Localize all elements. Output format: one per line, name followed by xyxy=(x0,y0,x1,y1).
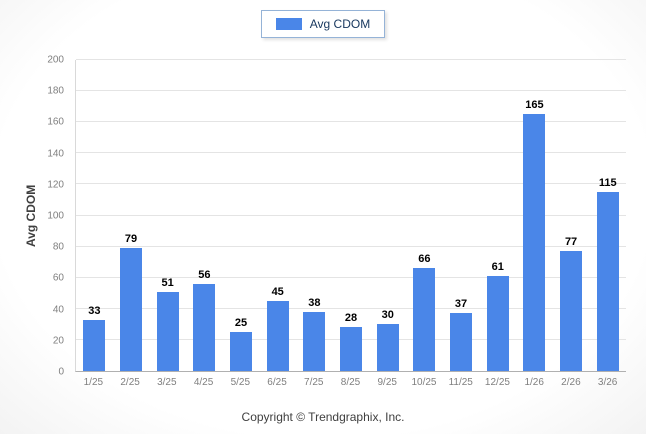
bar-value-label: 51 xyxy=(161,276,174,289)
bar xyxy=(230,332,253,371)
y-tick-label: 20 xyxy=(52,335,64,347)
gridline xyxy=(76,276,626,278)
y-tick-label: 200 xyxy=(47,54,64,66)
bar-value-label: 56 xyxy=(198,268,211,281)
x-tick-label: 5/25 xyxy=(230,377,251,388)
bar-value-label: 66 xyxy=(418,253,431,266)
legend-label: Avg CDOM xyxy=(309,17,371,31)
gridline xyxy=(76,59,626,60)
bar-value-label: 38 xyxy=(308,296,321,309)
y-tick-label: 100 xyxy=(47,210,64,222)
bar-group: 30 xyxy=(369,60,406,371)
gridline xyxy=(76,90,626,92)
x-tick-label: 2/25 xyxy=(120,377,140,388)
bar-group: 79 xyxy=(113,60,150,371)
x-tick-label: 3/25 xyxy=(157,377,177,388)
bar-value-label: 45 xyxy=(271,286,284,299)
bar-group: 165 xyxy=(516,60,553,371)
bar-value-label: 33 xyxy=(88,304,101,317)
bar-value-label: 165 xyxy=(525,99,544,112)
bar-group: 33 xyxy=(76,60,113,371)
y-tick-label: 180 xyxy=(47,85,64,97)
x-tick-label: 8/25 xyxy=(340,377,361,388)
bar xyxy=(193,283,216,371)
bar xyxy=(596,192,619,371)
gridline xyxy=(76,214,626,216)
y-tick-label: 160 xyxy=(47,116,64,128)
gridline xyxy=(76,152,626,154)
bar-group: 56 xyxy=(186,60,223,371)
x-tick-label: 9/25 xyxy=(377,377,397,388)
bar xyxy=(120,248,142,371)
y-axis-ticks: 0 20 40 60 80 100 120 140 160 180 200 xyxy=(40,55,70,378)
x-tick-label: 1/26 xyxy=(524,377,544,388)
bar xyxy=(450,313,473,371)
bar xyxy=(83,319,106,371)
bar-group: 66 xyxy=(406,60,443,371)
x-tick-label: 2/26 xyxy=(561,377,581,388)
bar-group: 115 xyxy=(589,60,626,371)
bar-value-label: 115 xyxy=(598,177,617,190)
bar xyxy=(486,276,509,371)
y-axis-title: Avg CDOM xyxy=(24,184,38,248)
x-tick-label: 11/25 xyxy=(448,377,473,388)
y-tick-label: 60 xyxy=(52,272,64,284)
footer-text: Copyright © Trendgraphix, Inc. xyxy=(241,410,405,424)
y-tick-label: 140 xyxy=(47,148,64,160)
bar-value-label: 37 xyxy=(454,298,468,311)
x-tick-label: 10/25 xyxy=(411,377,437,388)
legend-swatch-icon xyxy=(275,18,302,30)
x-tick-label: 7/25 xyxy=(304,377,324,388)
bar-group: 25 xyxy=(223,60,260,371)
bar xyxy=(376,324,399,371)
gridline xyxy=(76,183,626,185)
bar xyxy=(266,301,289,371)
gridline xyxy=(76,307,626,309)
bar xyxy=(156,291,179,371)
gridline xyxy=(76,121,626,123)
bar-value-label: 77 xyxy=(564,236,578,249)
bar-group: 38 xyxy=(296,60,333,371)
x-tick-label: 6/25 xyxy=(267,377,287,388)
bar-group: 77 xyxy=(553,60,590,371)
bar-group: 51 xyxy=(149,60,186,371)
x-tick-label: 4/25 xyxy=(193,377,214,388)
x-tick-label: 12/25 xyxy=(484,377,510,388)
plot-area: 33 79 51 56 25 45 38 28 30 66 37 61 165 77 115 xyxy=(75,59,626,372)
x-tick-label: 3/26 xyxy=(597,377,618,388)
bar xyxy=(303,311,326,371)
bars: 33 79 51 56 25 45 38 28 30 66 37 61 165 77 115 xyxy=(76,60,626,371)
legend: Avg CDOM xyxy=(0,10,646,38)
bar-group: 28 xyxy=(333,60,370,371)
bar-group: 61 xyxy=(479,60,516,371)
y-tick-label: 0 xyxy=(58,366,64,378)
gridline xyxy=(76,245,626,247)
bar-value-label: 79 xyxy=(124,233,138,246)
x-axis-labels: 1/25 2/25 3/25 4/25 5/25 6/25 7/25 8/25 9/25 10/2… xyxy=(75,377,626,391)
y-tick-label: 40 xyxy=(52,304,64,316)
bar xyxy=(340,327,363,371)
y-tick-label: 120 xyxy=(47,179,64,191)
bar-value-label: 25 xyxy=(234,317,248,330)
bar-group: 45 xyxy=(259,60,296,371)
bar-value-label: 30 xyxy=(381,309,394,322)
bar-group: 37 xyxy=(443,60,480,371)
bar-value-label: 61 xyxy=(491,261,504,274)
bar xyxy=(560,251,583,371)
legend-box: Avg CDOM xyxy=(260,10,386,38)
bar xyxy=(523,114,546,371)
x-tick-label: 1/25 xyxy=(83,377,104,388)
bar-value-label: 28 xyxy=(344,312,358,325)
y-tick-label: 80 xyxy=(52,241,64,253)
bar xyxy=(413,268,436,371)
